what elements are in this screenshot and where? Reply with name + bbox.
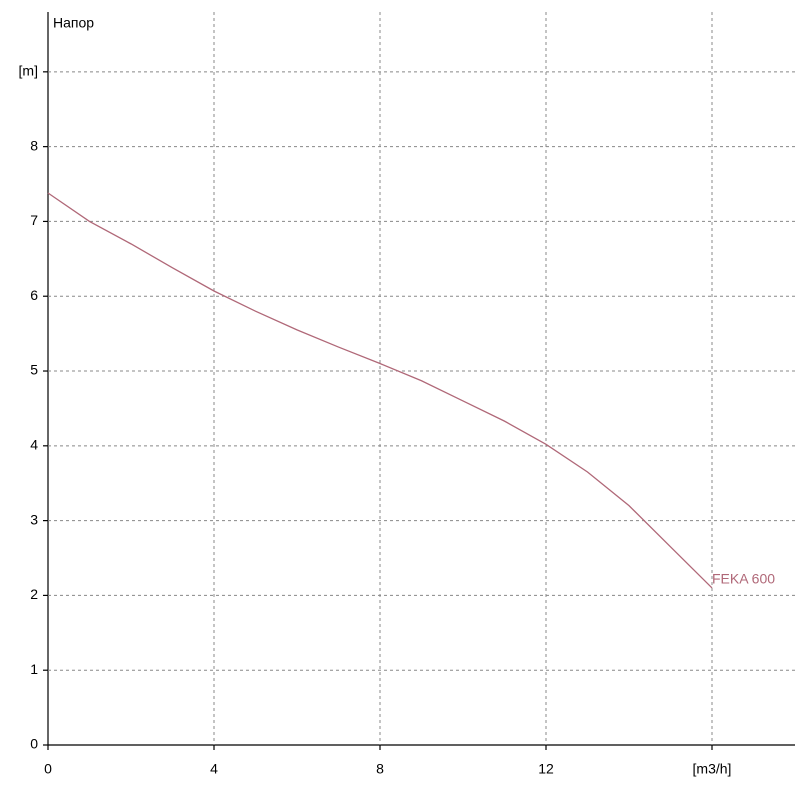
y-tick-label: [m] bbox=[19, 63, 38, 79]
y-tick-label: 1 bbox=[30, 661, 38, 677]
y-tick-label: 3 bbox=[30, 511, 38, 527]
x-tick-label: [m3/h] bbox=[693, 761, 732, 777]
y-tick-label: 0 bbox=[30, 736, 38, 752]
line bbox=[47, 192, 713, 589]
x-tick-label: 0 bbox=[44, 761, 52, 777]
y-tick-label: 4 bbox=[30, 437, 38, 453]
x-tick-label: 8 bbox=[376, 761, 384, 777]
y-axis-title: Напор bbox=[53, 15, 94, 31]
series-label: FEKA 600 bbox=[712, 571, 775, 587]
x-tick-label: 4 bbox=[210, 761, 218, 777]
y-tick-label: 6 bbox=[30, 287, 38, 303]
y-tick-label: 8 bbox=[30, 137, 38, 153]
y-tick-label: 5 bbox=[30, 362, 38, 378]
y-tick-label: 7 bbox=[30, 212, 38, 228]
x-tick-label: 12 bbox=[538, 761, 554, 777]
y-tick-label: 2 bbox=[30, 586, 38, 602]
